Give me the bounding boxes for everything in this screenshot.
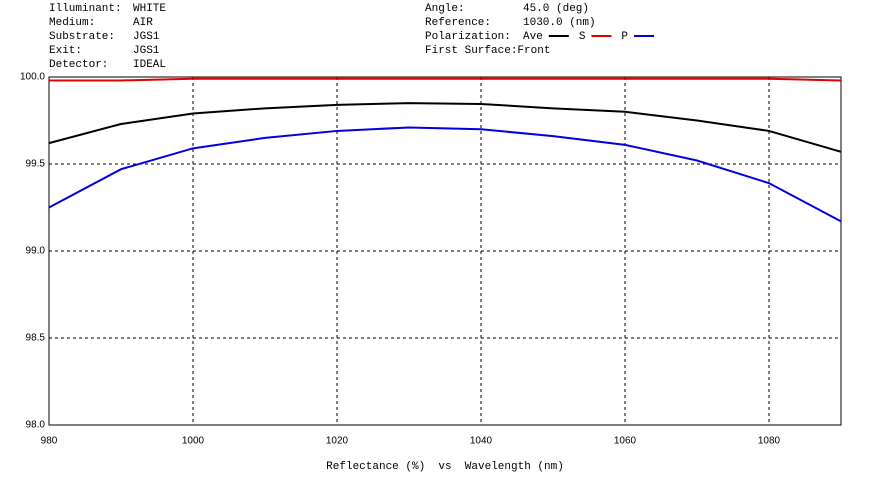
info-label: Angle:	[425, 3, 465, 15]
series-line	[48, 102, 842, 153]
info-label: Exit:	[49, 45, 82, 57]
x-axis-label: Reflectance (%) vs Wavelength (nm)	[326, 461, 564, 473]
y-tick-label: 99.0	[26, 246, 46, 257]
info-value: 1030.0 (nm)	[523, 17, 596, 29]
info-value: JGS1	[133, 45, 160, 57]
info-label: First Surface:	[425, 45, 517, 57]
x-tick-label: 1080	[758, 436, 781, 447]
info-label: Reference:	[425, 17, 491, 29]
legend-text: Ave	[523, 31, 543, 43]
x-tick-label: 980	[41, 436, 58, 447]
x-tick-label: 1020	[326, 436, 349, 447]
info-label: Substrate:	[49, 31, 115, 43]
info-value: JGS1	[133, 31, 160, 43]
info-label: Medium:	[49, 17, 95, 29]
y-tick-label: 99.5	[26, 159, 46, 170]
x-tick-label: 1040	[470, 436, 493, 447]
y-tick-label: 100.0	[20, 72, 45, 83]
legend-text: S	[579, 31, 586, 43]
x-tick-label: 1060	[614, 436, 637, 447]
info-value: WHITE	[133, 3, 166, 15]
legend-text: P	[621, 31, 628, 43]
series-line	[48, 126, 842, 223]
info-value: AIR	[133, 17, 153, 29]
info-value: 45.0 (deg)	[523, 3, 589, 15]
info-label: Detector:	[49, 59, 108, 71]
x-tick-label: 1000	[182, 436, 205, 447]
plot-frame	[48, 76, 842, 426]
y-tick-label: 98.0	[26, 420, 46, 431]
y-tick-label: 98.5	[26, 333, 46, 344]
legend-label: Polarization:	[425, 31, 511, 43]
info-label: Illuminant:	[49, 3, 122, 15]
series-line	[49, 77, 842, 82]
info-value: Front	[517, 45, 550, 57]
info-value: IDEAL	[133, 59, 166, 71]
